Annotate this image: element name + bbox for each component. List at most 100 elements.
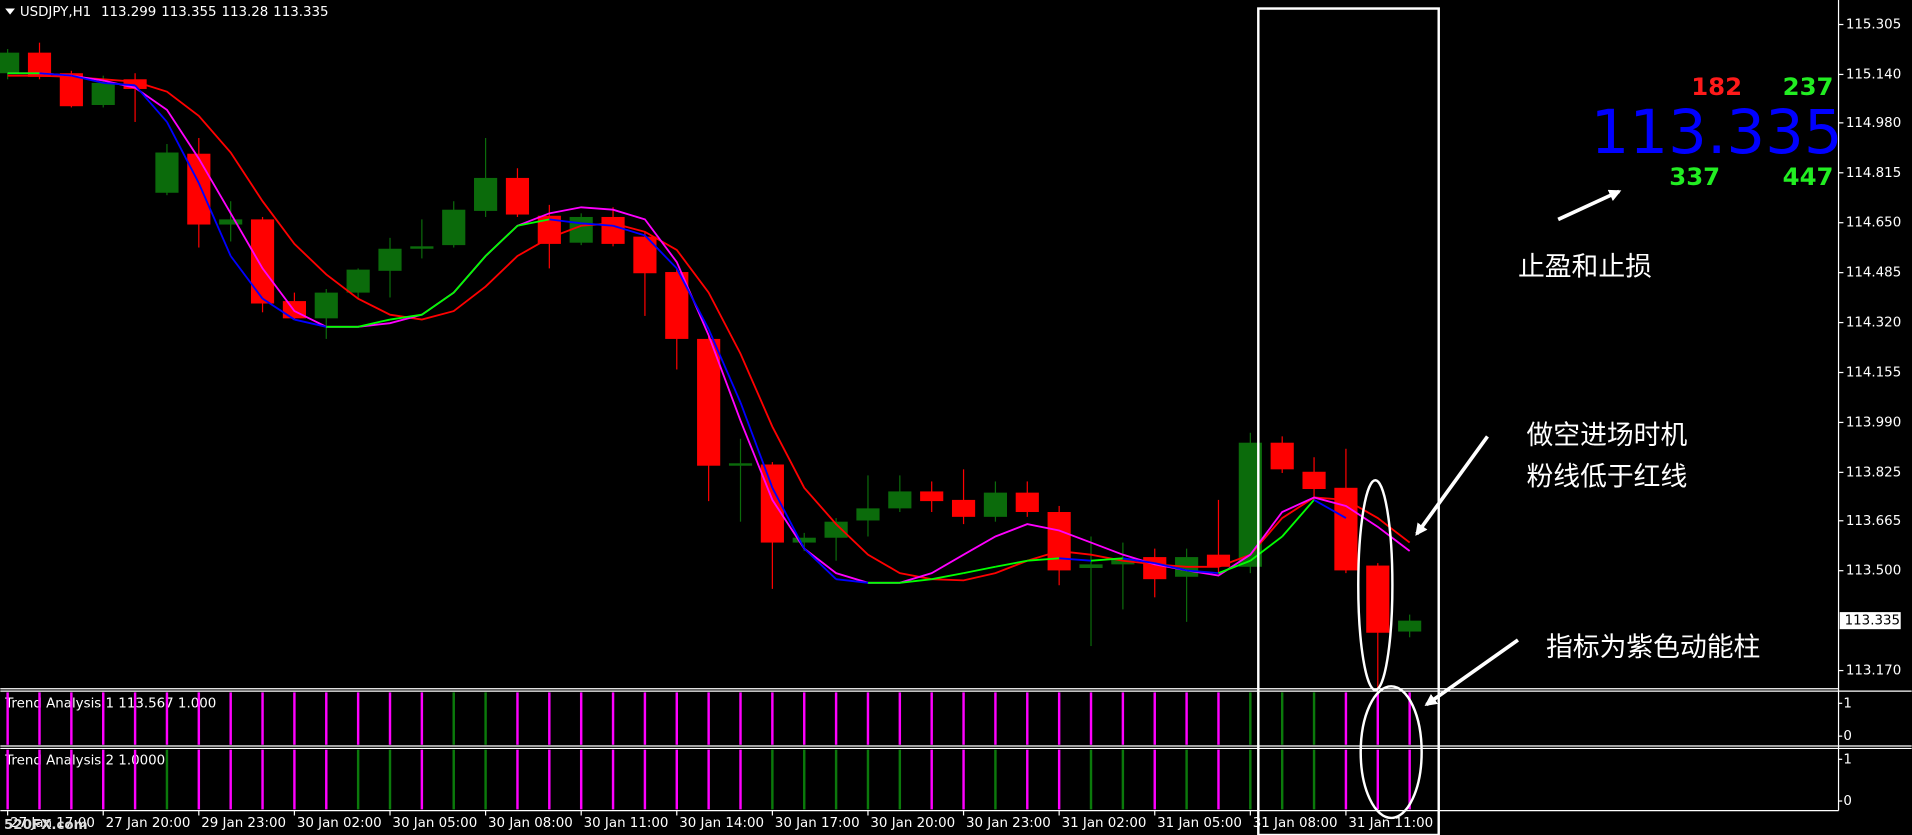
candle-body (250, 219, 275, 304)
x-tick-label: 31 Jan 11:00 (1348, 816, 1433, 831)
x-tick-label: 27 Jan 20:00 (106, 816, 191, 831)
x-tick-label: 29 Jan 23:00 (201, 816, 286, 831)
y-tick-label: 113.665 (1846, 514, 1901, 529)
annotation: 粉线低于红线 (1526, 461, 1687, 492)
candle-body (442, 209, 466, 246)
header-high: 113.355 (161, 5, 216, 20)
candle-body (474, 177, 498, 211)
signal-line (1186, 569, 1219, 575)
y-tick-label: 115.140 (1846, 67, 1901, 82)
candle-body (155, 152, 179, 193)
signal-line (1059, 557, 1092, 562)
candle-body (856, 508, 880, 521)
highlight-ellipse (1359, 685, 1423, 820)
signal-line (1154, 562, 1187, 572)
signal-line (549, 218, 582, 225)
signal-line (675, 267, 710, 330)
candle-body (1206, 554, 1231, 567)
x-tick-label: 30 Jan 23:00 (966, 816, 1051, 831)
candle-body (792, 537, 816, 543)
header-close: 113.335 (273, 5, 328, 20)
signal-line (294, 318, 327, 328)
y-tick-label: 114.155 (1846, 366, 1901, 381)
arrow (1557, 189, 1622, 222)
x-tick-label: 31 Jan 05:00 (1157, 816, 1242, 831)
x-tick-label: 30 Jan 17:00 (775, 816, 860, 831)
marks: 115.305 115.140 114.980 114.815 114.650 114.4… (0, 18, 1901, 831)
price-label-box (1839, 612, 1901, 630)
signal-line (581, 222, 614, 227)
ma-line (7, 74, 1411, 582)
highlight-box (1257, 7, 1440, 835)
candle-body (27, 52, 52, 77)
candle-body (633, 236, 657, 274)
y-tick-label: 114.320 (1846, 316, 1901, 331)
candle-body (1302, 471, 1326, 490)
big-price: 113.335 (1591, 97, 1843, 168)
signal-line (1249, 535, 1283, 562)
y-tick-label: 114.485 (1846, 266, 1901, 281)
y-tick-label: 113.990 (1846, 415, 1901, 430)
signal-line (389, 313, 423, 321)
candle-body (920, 491, 944, 502)
info-value: 337 (1669, 162, 1720, 191)
candle-body (569, 216, 593, 243)
candle-body (123, 79, 147, 89)
x-tick-label: 30 Jan 20:00 (870, 816, 955, 831)
signal-line (1313, 499, 1347, 519)
panel-tick-label: 1 (1843, 696, 1852, 711)
x-tick-label: 30 Jan 02:00 (297, 816, 382, 831)
panel-tick-label: 1 (1843, 752, 1852, 767)
signal-line (1027, 557, 1060, 562)
signal-line (421, 291, 455, 316)
candle-body (697, 338, 721, 466)
x-tick-label: 31 Jan 08:00 (1253, 816, 1338, 831)
symbol: USDJPY,H1 (20, 5, 91, 20)
y-tick-label: 114.980 (1846, 116, 1901, 131)
x-tick-label: 30 Jan 11:00 (584, 816, 669, 831)
watermark: 520FX.com (4, 818, 88, 833)
candle-body (91, 82, 115, 106)
signal-line (1122, 557, 1155, 565)
frames (0, 0, 1912, 812)
candle-body (1398, 620, 1422, 632)
price-label: 113.335 (1845, 614, 1900, 629)
signal-line (453, 255, 487, 294)
x-tick-label: 30 Jan 14:00 (679, 816, 764, 831)
signal-line (103, 82, 136, 87)
signal-line (1218, 559, 1251, 574)
candle-body (1015, 492, 1039, 513)
signal-line (262, 297, 295, 321)
arrow (1415, 435, 1489, 536)
signal-line (166, 121, 200, 184)
candle-body (728, 463, 753, 466)
y-tick-label: 113.500 (1846, 564, 1901, 579)
header-open: 113.299 (101, 5, 156, 20)
signal-line (229, 255, 264, 300)
y-tick-label: 115.305 (1846, 18, 1901, 33)
y-tick-label: 113.825 (1846, 465, 1901, 480)
candle-body (951, 499, 976, 517)
candle-body (346, 269, 370, 293)
candle-body (824, 521, 848, 538)
signal-line (1281, 499, 1315, 538)
candle-body (665, 272, 689, 339)
candle-body (0, 52, 20, 74)
signal-line (612, 224, 646, 237)
arrow (1424, 638, 1520, 707)
panel-label: Trend Analysis 1 113.567 1.000 (4, 696, 216, 711)
candle-body (537, 215, 561, 244)
signal-line (835, 578, 869, 584)
signal-line (517, 218, 550, 227)
signal-line (899, 578, 932, 584)
signal-line (803, 547, 837, 580)
x-tick-label: 31 Jan 02:00 (1062, 816, 1147, 831)
signal-line (644, 234, 678, 270)
candle-body (601, 216, 625, 244)
candle-body (1270, 442, 1294, 470)
y-tick-label: 114.815 (1846, 166, 1901, 181)
panel-label: Trend Analysis 2 1.0000 (4, 754, 165, 769)
annotation: 做空进场时机 (1526, 420, 1687, 451)
annotation: 指标为紫色动能柱 (1546, 632, 1760, 663)
